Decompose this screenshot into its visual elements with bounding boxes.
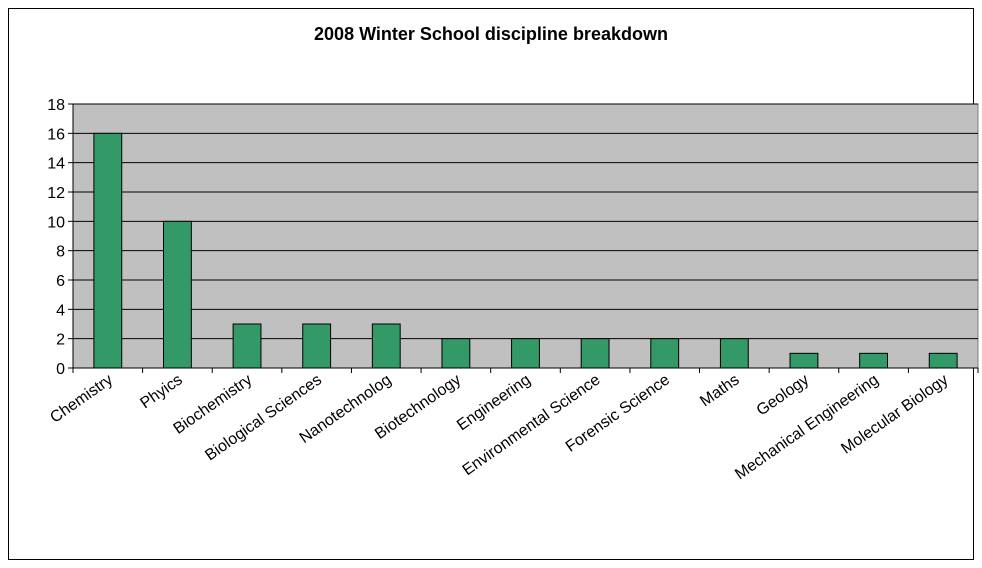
bar-engineering bbox=[511, 338, 540, 369]
bar-forensic-science bbox=[650, 338, 680, 369]
bars bbox=[93, 132, 958, 369]
bar-biotechnology bbox=[441, 338, 471, 369]
y-tick-label: 10 bbox=[47, 214, 65, 231]
bar-molecular-biology bbox=[928, 352, 958, 369]
bar-biochemistry bbox=[232, 323, 262, 369]
y-tick-label: 2 bbox=[56, 332, 65, 349]
plot-area bbox=[72, 103, 979, 369]
y-tick-label: 18 bbox=[47, 97, 65, 114]
y-tick-label: 6 bbox=[56, 273, 65, 290]
y-tick-label: 8 bbox=[56, 244, 65, 261]
category-label: Geology bbox=[754, 371, 813, 419]
bar-geology bbox=[789, 352, 819, 369]
bar-maths bbox=[719, 338, 749, 369]
chart-title: 2008 Winter School discipline breakdown bbox=[314, 24, 668, 44]
bar-environmental-science bbox=[580, 338, 610, 369]
bar-nanotechnolog bbox=[371, 323, 401, 369]
category-label: Phyics bbox=[137, 371, 185, 412]
y-tick-label: 14 bbox=[47, 156, 65, 173]
y-axis: 0 2 4 6 8 10 12 14 16 18 bbox=[47, 97, 74, 378]
gridlines bbox=[73, 103, 978, 340]
category-label: Maths bbox=[697, 371, 742, 410]
bar-biological-sciences bbox=[302, 323, 332, 369]
bar-chemistry bbox=[93, 132, 123, 369]
x-axis bbox=[72, 367, 979, 373]
bar-mechanical-engineering bbox=[859, 352, 889, 369]
y-tick-label: 12 bbox=[47, 185, 65, 202]
category-label: Biological Sciences bbox=[202, 371, 325, 464]
bar-phyics bbox=[163, 220, 192, 369]
category-label: Environmental Science bbox=[460, 371, 604, 479]
y-tick-label: 16 bbox=[47, 126, 65, 143]
category-label: Chemistry bbox=[47, 371, 116, 426]
y-tick-label: 4 bbox=[56, 302, 65, 319]
y-tick-label: 0 bbox=[56, 361, 65, 378]
